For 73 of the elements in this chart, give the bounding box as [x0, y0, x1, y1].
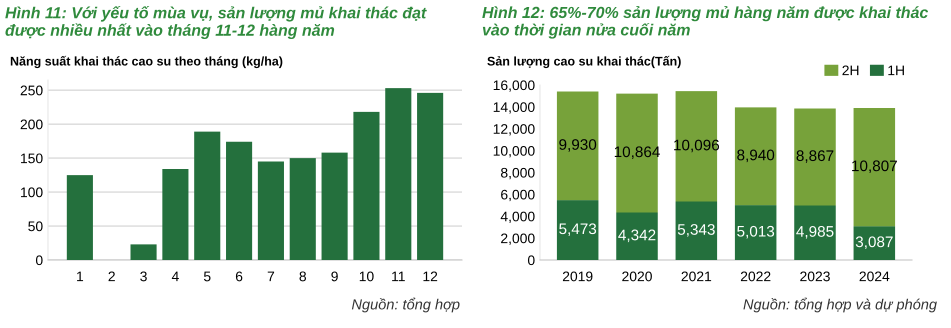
text: Nguồn: tổng hợp và dự phóng [743, 298, 937, 312]
y-tick-label: 100 [21, 187, 43, 198]
bar [417, 92, 444, 260]
x-tick-label: 8 [300, 271, 306, 282]
data-label: 8,867 [796, 150, 834, 163]
y-tick-label: 250 [20, 86, 43, 96]
x-tick-label: 2021 [682, 271, 712, 282]
x-tick-label: 2 [108, 271, 115, 282]
bar [734, 107, 776, 206]
x-tick-label: 2019 [562, 271, 592, 282]
x-tick-label: 7 [268, 272, 274, 282]
y-tick-label: 0 [36, 255, 43, 266]
bar [353, 112, 380, 260]
bar [794, 108, 836, 206]
x-tick-label: 2023 [800, 271, 830, 282]
bar [194, 132, 220, 260]
bar [616, 94, 658, 213]
bar [162, 168, 188, 260]
bar [556, 200, 598, 260]
bar [385, 88, 412, 260]
bar [258, 162, 284, 260]
x-tick-label: 11 [392, 272, 405, 282]
x-tick-label: 10 [360, 271, 374, 282]
x-tick-label: 2022 [740, 271, 770, 282]
y-tick-label: 150 [21, 153, 43, 164]
chart-subtitle: Sản lượng cao su khai thác(Tấn) [487, 56, 681, 68]
data-label: 4,985 [796, 226, 834, 239]
bar [130, 244, 157, 260]
y-tick-label: 0 [528, 255, 535, 266]
bar [854, 108, 896, 226]
bar [556, 92, 598, 200]
data-label: 8,940 [737, 150, 774, 162]
chart-subtitle: Năng suất khai thác cao su theo tháng (kg/ha) [10, 56, 282, 68]
bar [794, 205, 836, 260]
bar [676, 91, 718, 202]
y-tick-label: 14,000 [494, 102, 535, 114]
x-tick-label: 6 [236, 271, 242, 282]
legend-label: 1H [888, 66, 904, 76]
y-tick-label: 50 [28, 221, 43, 232]
y-tick-label: 4,000 [500, 212, 535, 224]
x-tick-label: 4 [172, 272, 179, 282]
data-label: 4,342 [618, 230, 656, 242]
data-label: 5,473 [559, 223, 596, 236]
bar [322, 152, 348, 260]
data-label: 3,087 [856, 236, 893, 250]
bar [616, 212, 658, 260]
y-tick-label: 6,000 [501, 190, 535, 202]
data-label: 9,930 [559, 139, 596, 152]
bar [676, 202, 718, 260]
y-tick-label: 200 [20, 119, 43, 130]
x-tick-label: 3 [140, 271, 147, 282]
x-tick-label: 5 [204, 272, 211, 282]
bar [226, 142, 252, 260]
x-tick-label: 9 [331, 271, 338, 282]
y-tick-label: 12,000 [494, 124, 535, 136]
chart-title: Hình 12: 65%-70% sản lượng mủ hàng năm được khai thác vào thời gian nửa cuối năm [482, 6, 928, 39]
bar [854, 226, 896, 260]
x-tick-label: 2020 [622, 271, 652, 282]
y-tick-label: 16,000 [494, 80, 535, 92]
text: Nguồn: tổng hợp [352, 298, 460, 312]
data-label: 5,013 [737, 226, 774, 238]
y-tick-label: 8,000 [500, 168, 535, 180]
x-tick-label: 12 [423, 271, 438, 282]
bar [66, 175, 93, 260]
chart-title: Hình 11: Với yếu tố mùa vụ, sản lượng mủ khai thác đạt được nhiều nhất vào tháng 11-12 hàng năm [5, 6, 427, 40]
y-tick-label: 2,000 [501, 233, 535, 245]
x-tick-label: 2024 [860, 271, 890, 282]
legend-label: 2H [842, 65, 858, 76]
y-tick-label: 10,000 [494, 146, 535, 158]
data-label: 5,343 [678, 224, 715, 237]
bar [734, 205, 776, 260]
bar [290, 158, 316, 260]
x-tick-label: 1 [77, 272, 84, 282]
